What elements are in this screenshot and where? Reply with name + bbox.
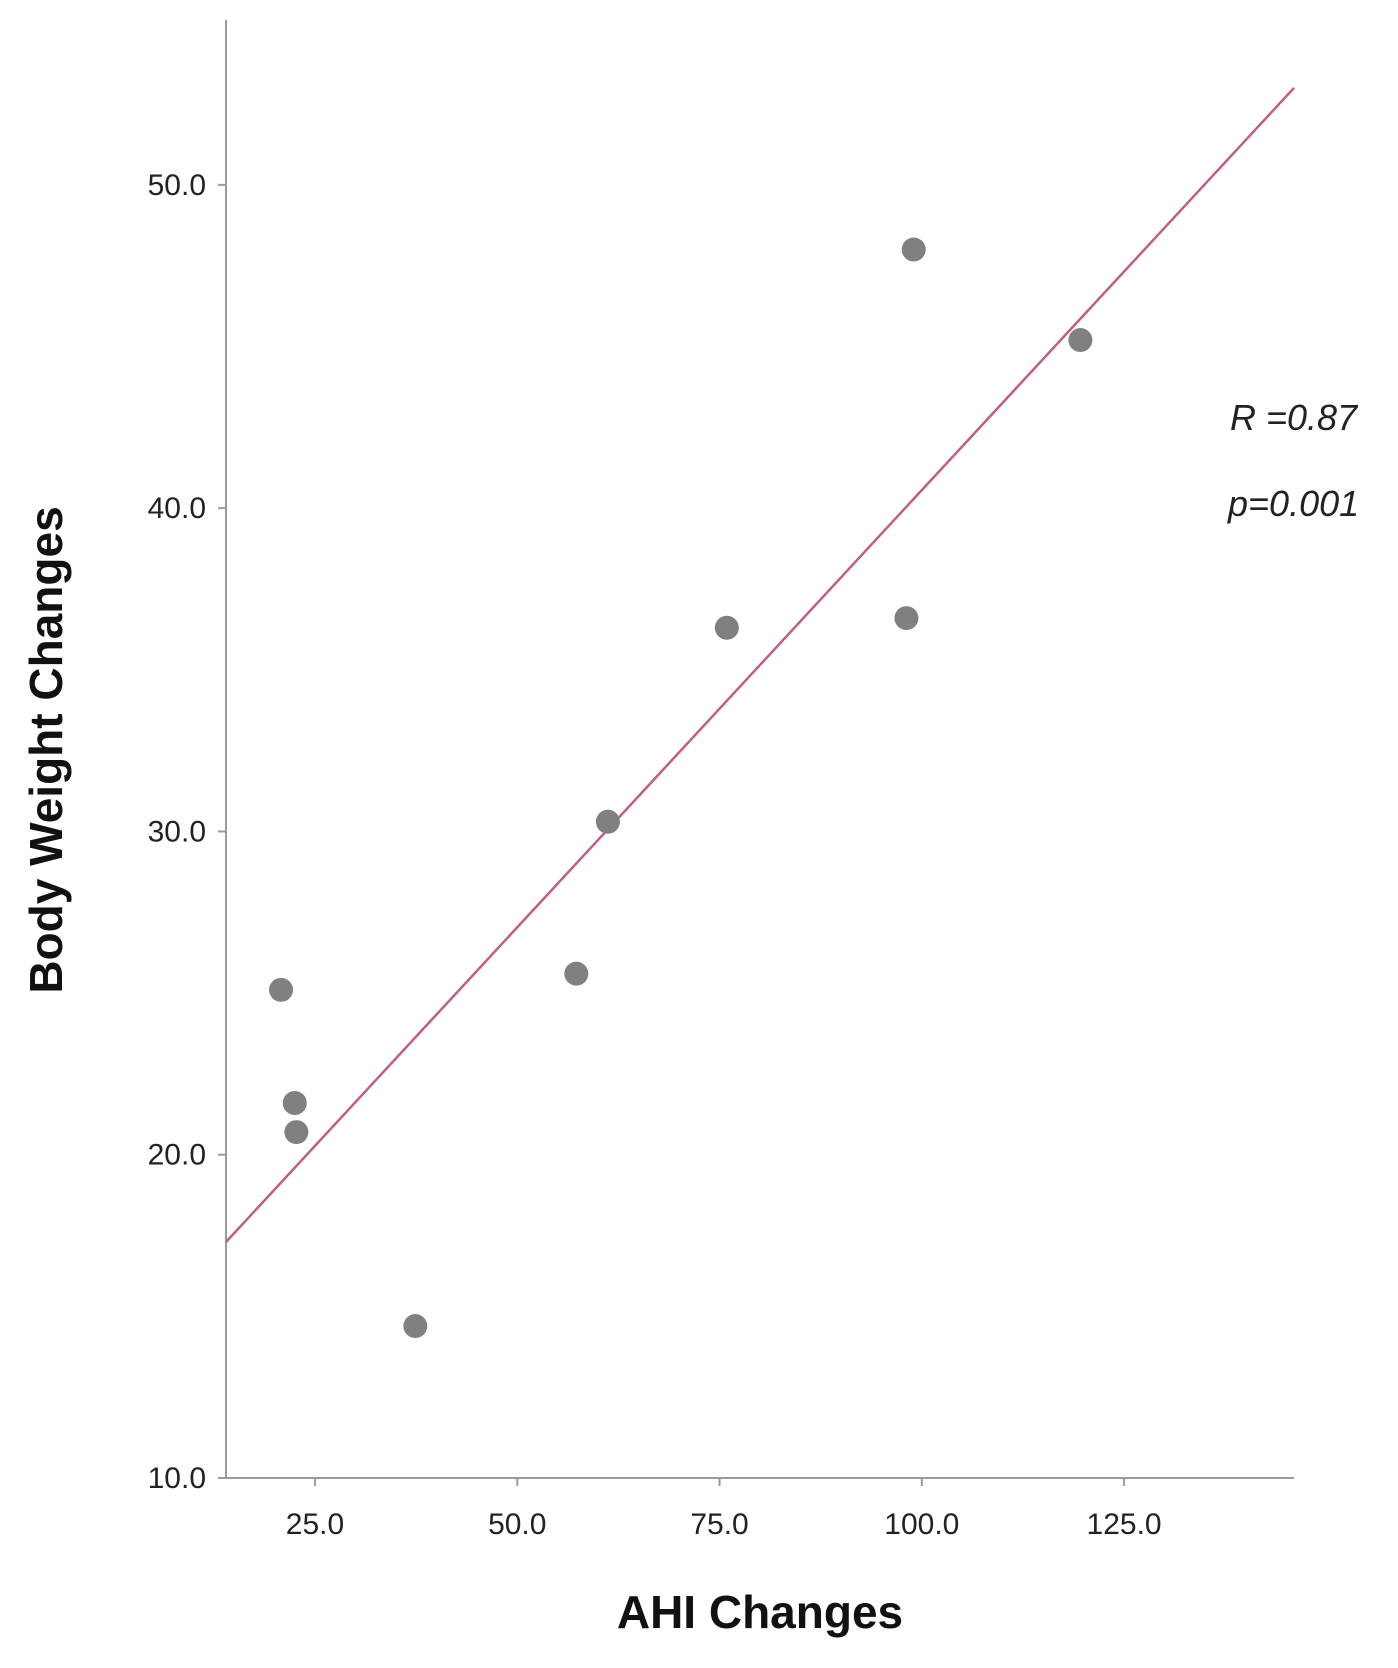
x-ticks: 25.0 50.0 75.0 100.0 125.0 [286,1478,1162,1541]
y-tick-label: 20.0 [148,1139,206,1172]
data-point [714,615,739,640]
plot-area: 25.0 50.0 75.0 100.0 125.0 10.0 20.0 30.0 40.0 5… [148,20,1295,1541]
data-point [901,237,926,262]
data-point [284,1120,309,1145]
x-axis-title: AHI Changes [617,1586,903,1638]
data-point [564,961,589,986]
y-tick-label: 50.0 [148,169,206,202]
y-tick-label: 40.0 [148,492,206,525]
data-point [894,606,919,631]
y-tick-label: 10.0 [148,1462,206,1495]
data-point [595,809,620,834]
data-points [269,237,1093,1339]
regression-fit-line [225,87,1295,1243]
data-point [282,1090,307,1115]
x-tick-label: 100.0 [884,1508,959,1541]
x-tick-label: 125.0 [1087,1508,1162,1541]
data-point [269,977,294,1002]
y-ticks: 10.0 20.0 30.0 40.0 50.0 [148,169,226,1495]
x-tick-label: 25.0 [286,1508,344,1541]
y-axis-title: Body Weight Changes [20,506,72,993]
y-tick-label: 30.0 [148,815,206,848]
x-tick-label: 50.0 [488,1508,546,1541]
data-point [403,1314,428,1339]
x-tick-label: 75.0 [690,1508,748,1541]
correlation-r-annotation: R =0.87 [1230,397,1359,438]
p-value-annotation: p=0.001 [1227,483,1359,524]
data-point [1068,328,1093,353]
